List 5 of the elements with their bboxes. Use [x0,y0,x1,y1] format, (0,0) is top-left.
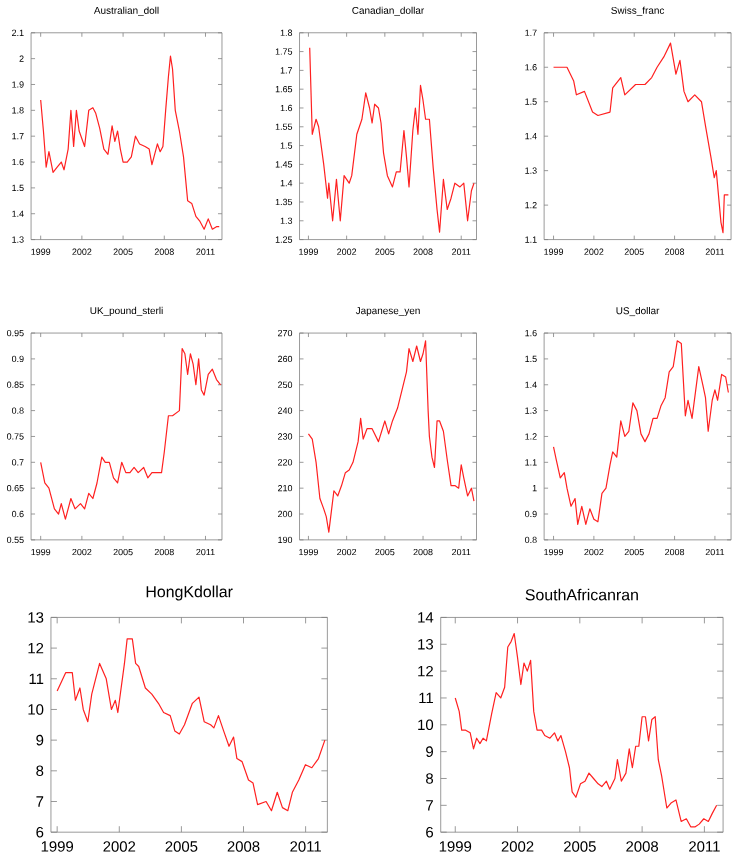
line-series [455,632,718,828]
line-series [308,340,476,533]
line-series [309,47,476,233]
line-series [553,340,730,525]
line-series [57,638,326,812]
